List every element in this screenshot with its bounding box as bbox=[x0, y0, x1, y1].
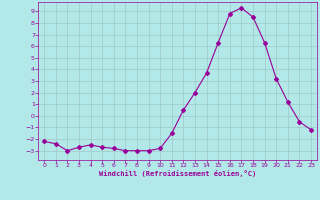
X-axis label: Windchill (Refroidissement éolien,°C): Windchill (Refroidissement éolien,°C) bbox=[99, 170, 256, 177]
